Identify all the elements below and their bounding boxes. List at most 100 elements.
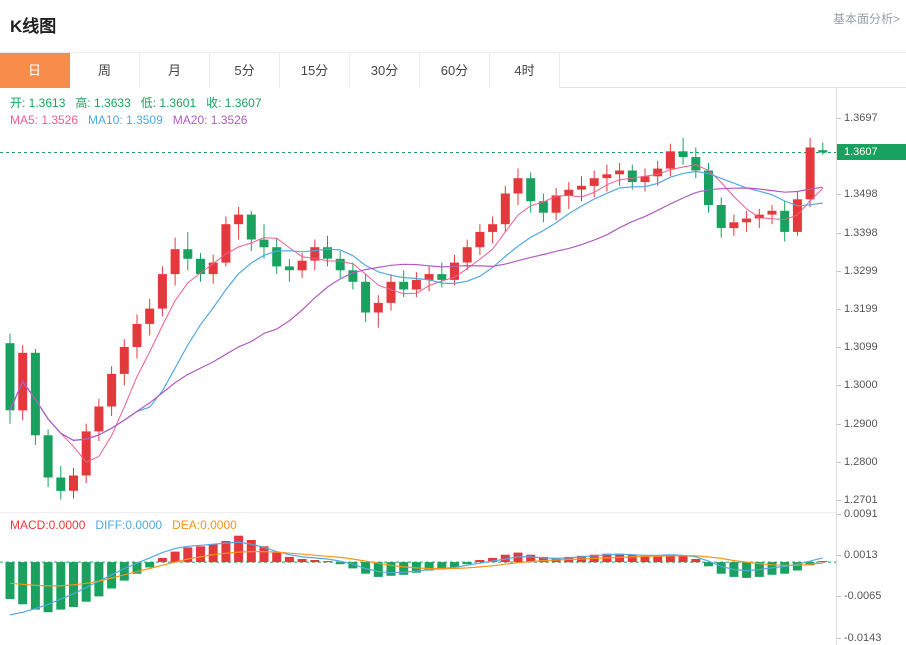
axis-tick <box>837 194 841 196</box>
candle <box>424 274 434 280</box>
candle <box>627 170 637 182</box>
candle <box>234 214 244 225</box>
candle <box>437 274 447 280</box>
candle <box>170 249 180 275</box>
chart-area: 开: 1.3613 高: 1.3633 低: 1.3601 收: 1.3607 MA5… <box>0 88 906 645</box>
macd-bar <box>704 562 713 567</box>
axis-tick <box>837 117 841 119</box>
legend-item: DIFF:0.0000 <box>95 518 163 532</box>
timeframe-tab-4[interactable]: 5分 <box>210 53 280 88</box>
timeframe-tab-1[interactable]: 日 <box>0 53 70 88</box>
axis-label: 1.2701 <box>844 494 878 507</box>
candle <box>754 214 764 219</box>
candle <box>691 157 701 171</box>
diff-line <box>9 541 823 616</box>
candle <box>94 406 104 432</box>
candle <box>805 147 815 200</box>
axis-label: 1.3099 <box>844 341 878 354</box>
candle <box>729 222 739 229</box>
candle <box>132 324 142 347</box>
macd-bar <box>653 555 663 563</box>
timeframe-tab-5[interactable]: 15分 <box>280 53 350 88</box>
macd-bar <box>170 551 180 563</box>
axis-label: 0.0013 <box>844 549 878 562</box>
axis-label: 1.3498 <box>844 188 878 201</box>
fundamental-analysis-link[interactable]: 基本面分析> <box>832 12 900 26</box>
macd-bar <box>234 535 244 563</box>
macd-bar <box>780 562 790 574</box>
pane-divider <box>0 512 836 513</box>
axis-tick <box>837 309 841 311</box>
legend-item: 收: 1.3607 <box>206 96 262 110</box>
candle <box>665 151 675 169</box>
axis-tick <box>837 637 841 639</box>
timeframe-tab-7[interactable]: 60分 <box>420 53 490 88</box>
axis-label: 1.3398 <box>844 226 878 239</box>
macd-bar <box>310 560 320 563</box>
macd-bar <box>157 557 167 563</box>
ma10-line <box>9 170 823 442</box>
candle <box>373 302 383 313</box>
timeframe-tab-8[interactable]: 4时 <box>490 53 560 88</box>
candle <box>513 178 523 194</box>
macd-chart[interactable] <box>0 512 836 645</box>
candle <box>792 199 802 232</box>
macd-bar <box>119 562 129 581</box>
macd-bar <box>462 562 472 565</box>
macd-bar <box>437 562 447 570</box>
candle <box>30 352 40 436</box>
candle <box>157 274 167 309</box>
macd-bar <box>526 554 536 563</box>
legend-item: MA10: 1.3509 <box>88 113 163 127</box>
candle <box>335 258 345 271</box>
macd-bar <box>538 556 548 563</box>
legend-item: MA5: 1.3526 <box>10 113 79 127</box>
axis-label: 1.2800 <box>844 456 878 469</box>
candle <box>259 239 269 248</box>
macd-bar <box>818 561 828 563</box>
candle <box>462 247 472 263</box>
candle <box>81 431 91 476</box>
candle <box>323 247 332 259</box>
timeframe-tab-2[interactable]: 周 <box>70 53 140 88</box>
macd-bar <box>424 562 434 571</box>
candle <box>767 210 777 215</box>
candle <box>538 201 548 213</box>
page-title: K线图 <box>10 17 57 36</box>
axis-label: 1.3697 <box>844 111 878 124</box>
macd-bar <box>323 561 332 563</box>
macd-bar <box>183 547 193 563</box>
candle <box>119 347 129 374</box>
legend-item: 开: 1.3613 <box>10 96 66 110</box>
axis-tick <box>837 385 841 387</box>
candle <box>589 178 599 186</box>
macd-bar <box>792 562 802 571</box>
macd-bar <box>691 559 701 563</box>
candlestick-chart[interactable] <box>0 88 836 512</box>
axis-tick <box>837 514 841 516</box>
macd-bar <box>43 562 53 613</box>
timeframe-tab-6[interactable]: 30分 <box>350 53 420 88</box>
axis-tick <box>837 462 841 464</box>
candle <box>818 150 828 153</box>
candle <box>678 151 688 158</box>
dea-line <box>9 550 823 587</box>
current-price-tag: 1.3607 <box>837 144 906 161</box>
axis-label: -0.0143 <box>844 631 882 644</box>
candle <box>208 262 218 275</box>
macd-bar <box>665 554 675 563</box>
candle <box>5 343 15 411</box>
candle <box>56 477 66 491</box>
candle <box>475 231 485 248</box>
macd-bar <box>5 562 15 599</box>
macd-bar <box>488 557 498 563</box>
macd-bar <box>259 546 269 563</box>
macd-bar <box>272 552 282 563</box>
header: K线图 基本面分析> <box>0 0 906 52</box>
macd-bar <box>627 554 637 563</box>
axis-tick <box>837 500 841 502</box>
axis-label: 1.3199 <box>844 303 878 316</box>
timeframe-tab-3[interactable]: 月 <box>140 53 210 88</box>
candle <box>272 247 282 267</box>
